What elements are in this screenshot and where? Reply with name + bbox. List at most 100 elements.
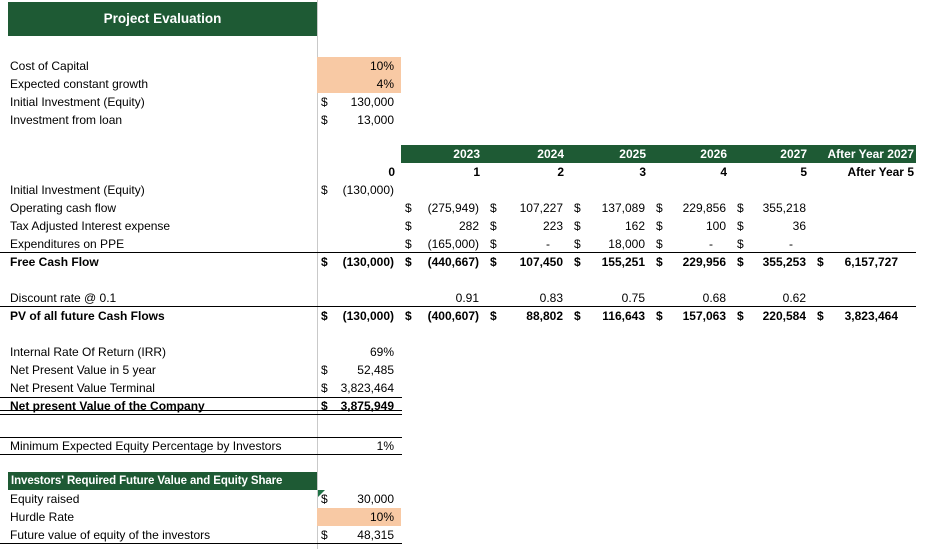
currency-symbol: $ xyxy=(656,255,663,269)
cell-value[interactable]: $88,802 xyxy=(486,307,570,325)
cell-amount: 88,802 xyxy=(526,309,563,323)
cell-value[interactable]: 0.75 xyxy=(570,289,652,307)
cell-value[interactable]: $6,157,727 xyxy=(813,253,916,271)
section-header[interactable]: Investors' Required Future Value and Equ… xyxy=(8,472,317,490)
row-label[interactable]: Initial Investment (Equity) xyxy=(10,95,145,109)
cell-value[interactable]: 0.68 xyxy=(652,289,733,307)
row-label[interactable]: Discount rate @ 0.1 xyxy=(10,291,117,305)
cell-value[interactable]: $ (130,000) xyxy=(317,307,401,325)
row-label[interactable]: Initial Investment (Equity) xyxy=(10,183,145,197)
column-gridline xyxy=(317,0,318,549)
cell-amount: 3,875,949 xyxy=(340,399,394,413)
table-row: Initial Investment (Equity) $130,000 xyxy=(0,93,940,111)
cell-value[interactable]: $229,856 xyxy=(652,199,733,217)
cell-amount: 30,000 xyxy=(357,492,394,506)
row-label[interactable]: Net Present Value in 5 year xyxy=(10,363,156,377)
cell-amount: 52,485 xyxy=(357,363,394,377)
row-label[interactable]: Expenditures on PPE xyxy=(10,237,125,251)
row-label[interactable]: Net Present Value Terminal xyxy=(10,381,155,395)
cell-value[interactable]: $100 xyxy=(652,217,733,235)
year-header-cell[interactable]: 2026 xyxy=(700,147,727,161)
cell-value[interactable]: 1% xyxy=(317,437,401,455)
table-row: Expected constant growth 4% xyxy=(0,75,940,93)
year-header-cell[interactable]: 2027 xyxy=(780,147,807,161)
cell-value[interactable]: $30,000 xyxy=(317,490,401,508)
row-label[interactable]: Minimum Expected Equity Percentage by In… xyxy=(10,439,282,453)
cell-amount: 355,253 xyxy=(762,255,806,269)
row-label[interactable]: Investment from loan xyxy=(10,113,123,127)
cell-value[interactable]: $ - xyxy=(652,235,733,253)
cell-value[interactable]: 0.91 xyxy=(401,289,486,307)
year-header-cell[interactable]: After Year 2027 xyxy=(827,147,914,161)
cell-value[interactable]: $48,315 xyxy=(317,526,401,544)
row-label[interactable]: Internal Rate Of Return (IRR) xyxy=(10,345,167,359)
cell-value[interactable]: $107,227 xyxy=(486,199,570,217)
cell-value[interactable]: 4% xyxy=(317,75,401,93)
cell-value[interactable]: $157,063 xyxy=(652,307,733,325)
year-header-bar xyxy=(401,145,916,163)
period-header-cell[interactable]: 0 xyxy=(388,165,395,179)
cell-value[interactable]: $223 xyxy=(486,217,570,235)
cell-value[interactable]: $3,823,464 xyxy=(813,307,916,325)
period-header-cell[interactable]: 3 xyxy=(639,165,646,179)
cell-value[interactable]: $155,251 xyxy=(570,253,652,271)
row-label[interactable]: Cost of Capital xyxy=(10,59,89,73)
cell-value[interactable]: $52,485 xyxy=(317,361,401,379)
row-label[interactable]: Hurdle Rate xyxy=(10,510,75,524)
cell-amount: (165,000) xyxy=(427,237,479,251)
row-label[interactable]: Expected constant growth xyxy=(10,77,149,91)
row-label[interactable]: Free Cash Flow xyxy=(10,255,99,269)
cell-value[interactable]: $ (400,607) xyxy=(401,307,486,325)
cell-value[interactable]: $ (130,000) xyxy=(317,253,401,271)
year-header-cell[interactable]: 2024 xyxy=(537,147,564,161)
cell-value[interactable]: 0.83 xyxy=(486,289,570,307)
cell-amount: (130,000) xyxy=(342,183,394,197)
row-label[interactable]: Equity raised xyxy=(10,492,80,506)
cell-value[interactable]: $116,643 xyxy=(570,307,652,325)
cell-value[interactable]: $ - xyxy=(733,235,813,253)
cell-value[interactable]: $ (130,000) xyxy=(317,181,401,199)
row-label[interactable]: Operating cash flow xyxy=(10,201,117,215)
cell-value[interactable]: $220,584 xyxy=(733,307,813,325)
cell-value[interactable]: $282 xyxy=(401,217,486,235)
currency-symbol: $ xyxy=(490,309,497,323)
period-header-cell[interactable]: 1 xyxy=(473,165,480,179)
cell-value[interactable]: $107,450 xyxy=(486,253,570,271)
border-rule xyxy=(0,543,402,544)
border-rule xyxy=(0,397,402,398)
cell-value[interactable]: $ (440,667) xyxy=(401,253,486,271)
cell-amount: 6,157,727 xyxy=(844,255,898,269)
cell-value[interactable]: $36 xyxy=(733,217,813,235)
row-label[interactable]: Tax Adjusted Interest expense xyxy=(10,219,171,233)
row-label[interactable]: PV of all future Cash Flows xyxy=(10,309,165,323)
cell-value[interactable]: 10% xyxy=(317,57,401,75)
cell-amount: 18,000 xyxy=(608,237,645,251)
cell-value[interactable]: $355,218 xyxy=(733,199,813,217)
cell-value[interactable]: $355,253 xyxy=(733,253,813,271)
cell-value[interactable]: $ (275,949) xyxy=(401,199,486,217)
cell-value[interactable]: $ (165,000) xyxy=(401,235,486,253)
cell-value[interactable]: 0.62 xyxy=(733,289,813,307)
cell-value[interactable]: $162 xyxy=(570,217,652,235)
year-header-cell[interactable]: 2023 xyxy=(453,147,480,161)
cell-value[interactable]: $13,000 xyxy=(317,111,401,129)
period-header-cell[interactable]: 5 xyxy=(800,165,807,179)
cell-value[interactable]: 69% xyxy=(317,343,401,361)
cell-value[interactable]: $130,000 xyxy=(317,93,401,111)
period-header-cell[interactable]: 4 xyxy=(720,165,727,179)
cell-value[interactable]: $3,875,949 xyxy=(317,397,401,415)
cell-value[interactable]: 10% xyxy=(317,508,401,526)
row-label[interactable]: Future value of equity of the investors xyxy=(10,528,211,542)
cell-value[interactable]: $229,956 xyxy=(652,253,733,271)
period-header-cell[interactable]: 2 xyxy=(557,165,564,179)
table-row: Cost of Capital 10% xyxy=(0,57,940,75)
year-header-cell[interactable]: 2025 xyxy=(619,147,646,161)
page-title[interactable]: Project Evaluation xyxy=(8,2,317,36)
cell-value[interactable]: $3,823,464 xyxy=(317,379,401,397)
cell-value[interactable]: $137,089 xyxy=(570,199,652,217)
cell-value[interactable]: $ - xyxy=(486,235,570,253)
period-header-cell[interactable]: After Year 5 xyxy=(847,165,915,179)
row-label[interactable]: Net present Value of the Company xyxy=(10,399,205,413)
cell-value[interactable]: $18,000 xyxy=(570,235,652,253)
cell-amount: 100 xyxy=(705,219,726,233)
